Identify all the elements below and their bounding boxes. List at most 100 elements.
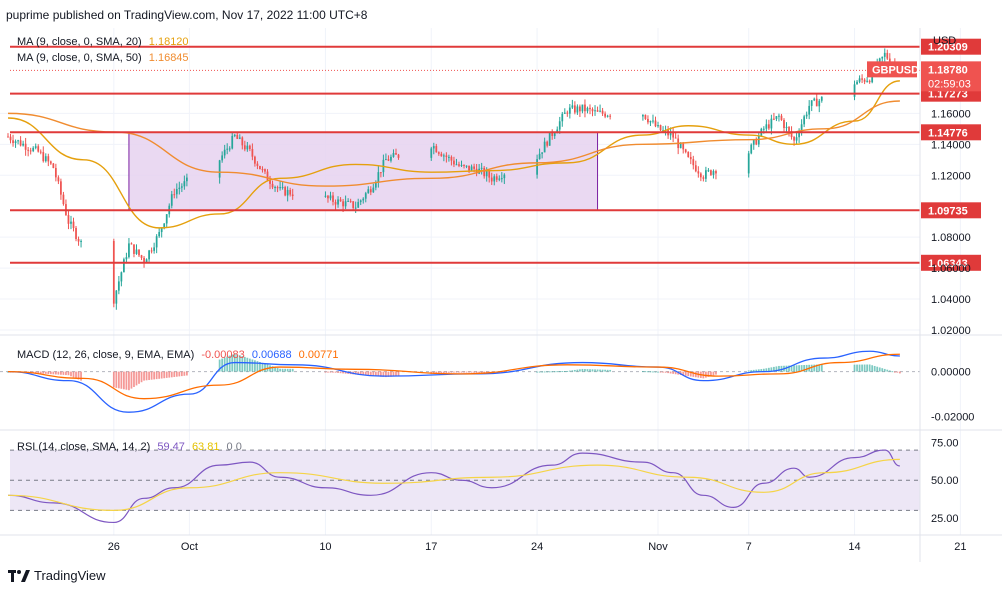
- candle-body: [548, 132, 551, 146]
- macd-histogram-bar: [221, 358, 224, 372]
- macd-histogram-bar: [160, 371, 163, 379]
- macd-histogram-bar: [805, 364, 808, 372]
- macd-histogram-bar: [455, 371, 458, 373]
- macd-histogram-bar: [158, 371, 161, 379]
- macd-histogram-bar: [251, 359, 254, 372]
- candle-body: [437, 152, 440, 154]
- candle-body: [702, 177, 705, 179]
- macd-legend-signal: 0.00771: [298, 349, 339, 361]
- candle-body: [710, 170, 712, 175]
- level-price-badge: [921, 124, 981, 141]
- candle-body: [679, 143, 682, 149]
- candle-body: [463, 164, 465, 166]
- macd-histogram-bar: [372, 371, 375, 377]
- ma20-legend: MA (9, close, 0, SMA, 20) 1.18120: [17, 36, 193, 48]
- candle-body: [291, 194, 294, 197]
- macd-histogram-bar: [566, 370, 569, 372]
- candle-body: [29, 150, 32, 152]
- candle-body: [762, 128, 765, 130]
- footer-brand-label: TradingView: [34, 568, 106, 583]
- macd-histogram-bar: [591, 369, 594, 372]
- candle-body: [488, 171, 491, 178]
- macd-histogram-bar: [140, 371, 143, 383]
- candle-body: [538, 153, 541, 160]
- macd-histogram-bar: [747, 370, 750, 372]
- macd-histogram-bar: [52, 371, 55, 375]
- macd-histogram-bar: [561, 371, 564, 373]
- candle-body: [573, 105, 576, 113]
- macd-histogram-bar: [551, 371, 554, 373]
- rsi-tick-label: 50.00: [931, 475, 959, 487]
- macd-histogram-bar: [674, 371, 677, 375]
- candle-body: [674, 137, 677, 139]
- macd-histogram-bar: [387, 371, 390, 377]
- candle-body: [815, 98, 818, 107]
- macd-histogram-bar: [80, 371, 82, 381]
- candle-body: [596, 110, 599, 112]
- candle-body: [329, 195, 332, 199]
- candle-body: [143, 257, 145, 263]
- macd-histogram-bar: [125, 371, 128, 390]
- macd-histogram-bar: [576, 369, 579, 372]
- macd-histogram-bar: [672, 371, 675, 374]
- candle-body: [385, 159, 387, 161]
- ma50-legend-value: 1.16845: [148, 52, 189, 64]
- candle-body: [160, 228, 163, 233]
- candle-body: [266, 171, 269, 181]
- candle-body: [750, 144, 753, 154]
- symbol-label: GBPUSD: [872, 64, 919, 76]
- candle-body: [34, 146, 37, 148]
- candle-body: [594, 110, 596, 112]
- candle-body: [158, 232, 161, 237]
- macd-histogram-bar: [548, 371, 551, 373]
- candle-body: [568, 107, 571, 114]
- candle-body: [70, 221, 72, 224]
- candle-body: [337, 199, 339, 205]
- macd-histogram-bar: [694, 371, 697, 378]
- macd-histogram-bar: [750, 370, 753, 372]
- macd-histogram-bar: [858, 364, 861, 372]
- candle-body: [599, 110, 601, 112]
- candle-body: [390, 156, 392, 161]
- macd-histogram-bar: [178, 371, 181, 377]
- candle-body: [334, 201, 337, 205]
- candle-body: [558, 121, 561, 130]
- macd-legend: MACD (12, 26, close, 9, EMA, EMA) -0.000…: [17, 349, 342, 361]
- candle-body: [483, 167, 486, 177]
- candle-body: [180, 186, 183, 188]
- footer-brand[interactable]: TradingView: [8, 568, 106, 583]
- candle-body: [14, 141, 17, 144]
- candle-body: [652, 120, 654, 122]
- macd-histogram-bar: [369, 371, 372, 376]
- macd-histogram-bar: [815, 364, 818, 372]
- candle-body: [503, 174, 506, 179]
- candle-body: [264, 169, 266, 172]
- macd-legend-hist: -0.00083: [201, 349, 245, 361]
- macd-histogram-bar: [364, 371, 367, 376]
- candle-body: [362, 198, 365, 201]
- price-tick-label: 1.16000: [931, 108, 971, 120]
- macd-histogram-bar: [642, 371, 644, 373]
- candle-body: [440, 153, 443, 157]
- candle-body: [818, 100, 821, 107]
- candle-body: [571, 105, 574, 108]
- candle-body: [276, 187, 279, 189]
- candle-body: [145, 259, 148, 263]
- macd-histogram-bar: [568, 370, 571, 372]
- time-tick-label: 26: [108, 541, 120, 553]
- candle-body: [586, 107, 589, 112]
- candle-body: [866, 80, 869, 82]
- candle-body: [332, 195, 334, 202]
- candle-body: [67, 215, 70, 224]
- candle-body: [694, 165, 697, 172]
- candle-body: [435, 146, 438, 153]
- candle-body: [7, 136, 9, 138]
- macd-histogram-bar: [138, 371, 140, 384]
- macd-histogram-bar: [115, 371, 118, 388]
- candle-body: [271, 183, 274, 188]
- ma50-legend-label: MA (9, close, 0, SMA, 50): [17, 52, 142, 64]
- candle-body: [155, 236, 158, 248]
- candle-body: [856, 81, 858, 85]
- candle-body: [279, 187, 281, 189]
- macd-histogram-bar: [586, 369, 589, 372]
